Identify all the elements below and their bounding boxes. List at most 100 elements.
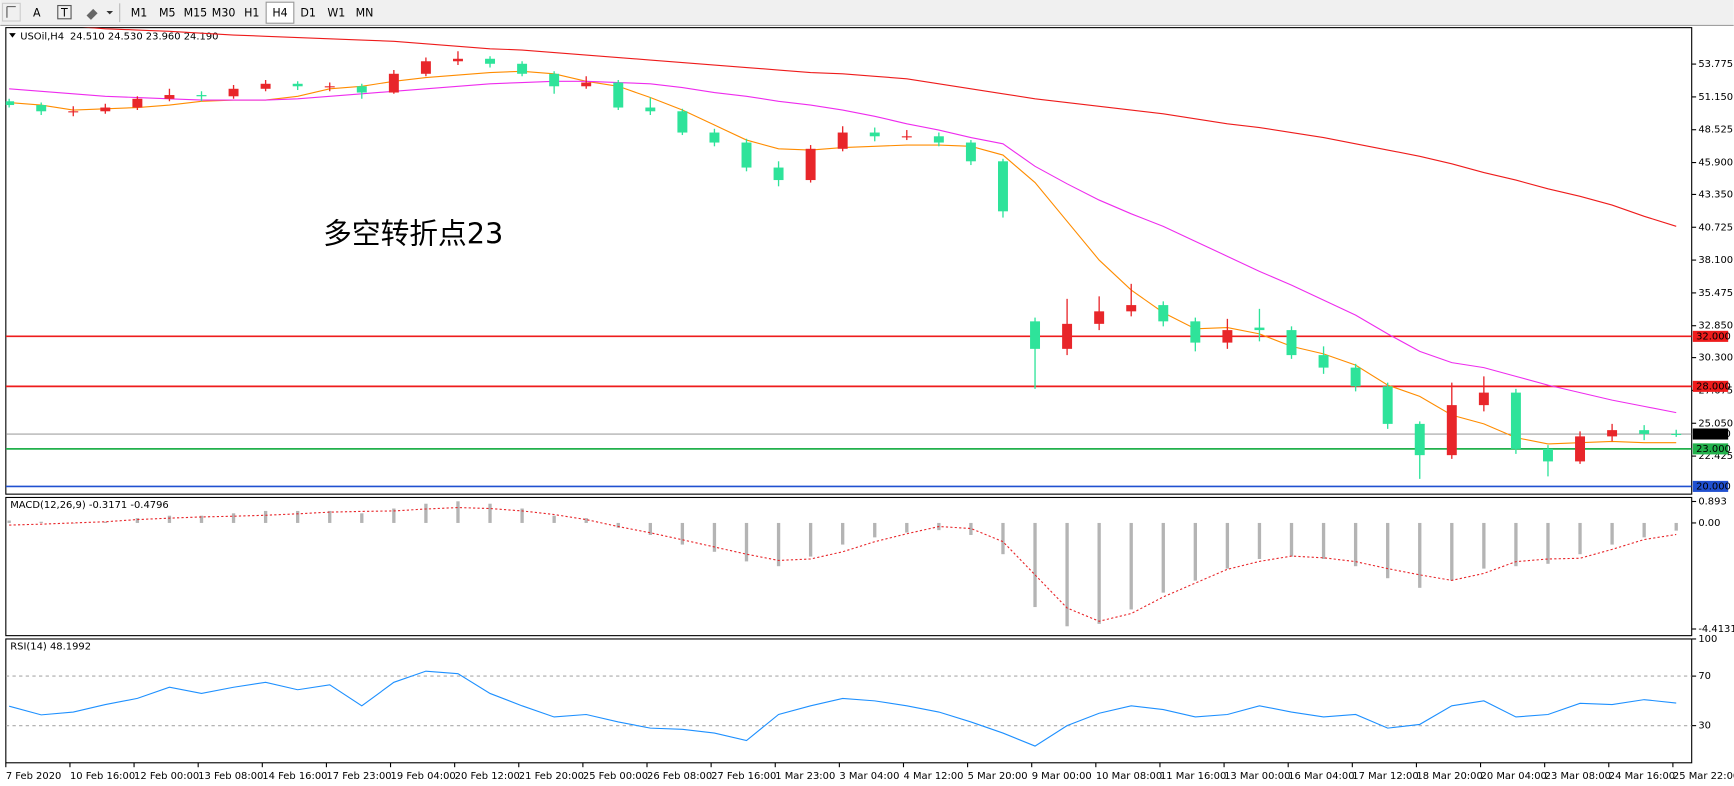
shapes-tool[interactable] <box>86 8 114 20</box>
x-tick-label: 16 Mar 04:00 <box>1288 771 1354 782</box>
candle-body <box>36 105 47 112</box>
macd-bar <box>616 522 620 528</box>
candle-body <box>260 83 271 89</box>
x-tick-label: 20 Feb 12:00 <box>455 771 520 782</box>
candle-body <box>1254 327 1265 331</box>
timeframe-button[interactable]: M15 <box>184 6 208 19</box>
candle-body <box>1414 423 1425 456</box>
candle-body <box>292 83 303 87</box>
rsi-title: RSI(14) 48.1992 <box>10 642 91 653</box>
macd-bar <box>841 522 845 545</box>
candle-body <box>645 107 656 112</box>
candle-body <box>1318 355 1329 368</box>
candle-body <box>549 73 560 87</box>
candle-body <box>998 161 1008 212</box>
toolbar-bg <box>0 0 1734 26</box>
macd-panel <box>5 496 1693 637</box>
macd-bar <box>1450 522 1454 581</box>
macd-bar <box>296 510 300 523</box>
macd-bar <box>1418 522 1422 588</box>
timeframe-button[interactable]: W1 <box>327 6 345 19</box>
y-tick-label: 51.150 <box>1698 92 1733 103</box>
candle-body <box>613 82 624 108</box>
candle-body <box>677 111 688 133</box>
timeframe-button[interactable]: H1 <box>244 6 259 19</box>
rsi-line <box>8 670 1677 747</box>
y-tick-label: 35.475 <box>1698 288 1733 299</box>
candle-body <box>196 95 207 97</box>
candle-body <box>869 132 880 137</box>
candle-body <box>1671 433 1682 435</box>
macd-bar <box>1353 522 1358 567</box>
timeframe-button[interactable]: MN <box>356 6 374 19</box>
macd-bar <box>776 522 781 567</box>
x-tick-label: 9 Mar 00:00 <box>1032 771 1092 782</box>
macd-bar <box>135 518 140 523</box>
moving-average <box>9 80 1677 414</box>
macd-bar <box>167 515 172 523</box>
y-tick-label: 40.725 <box>1698 222 1733 233</box>
label-tool[interactable]: T <box>60 6 68 19</box>
candle-body <box>933 136 944 143</box>
candle-body <box>1286 330 1297 356</box>
macd-bar <box>1225 522 1230 569</box>
macd-bar <box>1674 522 1678 531</box>
candle-body <box>805 148 816 181</box>
timeframe-button[interactable]: H4 <box>272 6 287 19</box>
macd-bar <box>39 521 43 523</box>
x-tick-label: 13 Feb 08:00 <box>198 771 263 782</box>
candle-body <box>837 132 848 149</box>
macd-bar <box>744 522 749 562</box>
candle-body <box>1446 405 1457 456</box>
moving-average <box>83 27 1677 227</box>
candle-body <box>324 86 335 88</box>
timeframe-button[interactable]: M5 <box>159 6 176 19</box>
y-tick-label: 0.893 <box>1698 496 1726 507</box>
x-tick-label: 10 Mar 08:00 <box>1096 771 1162 782</box>
candle-body <box>1575 436 1586 462</box>
price-tag <box>1692 428 1729 440</box>
x-tick-label: 13 Mar 00:00 <box>1224 771 1290 782</box>
timeframe-button[interactable]: M1 <box>131 6 148 19</box>
y-tick-label: 45.900 <box>1698 158 1733 169</box>
candle-body <box>1639 430 1650 434</box>
candle-body <box>1222 330 1233 343</box>
candle-body <box>1382 386 1393 424</box>
main-panel <box>5 27 1693 495</box>
quote: 24.510 24.530 23.960 24.190 <box>70 31 219 42</box>
timeframe-button[interactable]: M30 <box>212 6 236 19</box>
macd-bar <box>424 503 428 523</box>
y-tick-label: 70 <box>1698 671 1711 682</box>
candle-body <box>485 58 496 64</box>
y-tick-label: 32.850 <box>1698 321 1733 332</box>
candle-body <box>1478 392 1489 406</box>
macd-bar <box>1065 522 1069 627</box>
macd-bar <box>1129 522 1133 610</box>
macd-bar <box>1257 522 1262 559</box>
x-tick-label: 7 Feb 2020 <box>6 771 62 782</box>
x-tick-label: 5 Mar 20:00 <box>968 771 1028 782</box>
macd-bar <box>7 520 11 523</box>
y-tick-label: 38.100 <box>1698 255 1733 266</box>
candle-body <box>517 63 528 74</box>
macd-bar <box>1642 522 1646 538</box>
price-label: 24.190 <box>1696 429 1731 440</box>
y-tick-label: 100 <box>1698 634 1717 645</box>
macd-bar <box>1161 522 1165 593</box>
y-tick-label: 43.350 <box>1698 189 1733 200</box>
candle-body <box>709 132 720 143</box>
candle-body <box>1062 323 1073 349</box>
x-tick-label: 21 Feb 20:00 <box>519 771 584 782</box>
macd-bar <box>969 522 973 535</box>
header-arrow <box>9 33 16 38</box>
x-tick-label: 17 Feb 23:00 <box>326 771 391 782</box>
x-tick-label: 11 Mar 16:00 <box>1160 771 1226 782</box>
macd-bar <box>392 508 396 523</box>
y-tick-label: 22.425 <box>1698 451 1733 462</box>
cursor-tool[interactable] <box>1 2 21 22</box>
text-tool[interactable]: A <box>33 6 41 19</box>
x-tick-label: 20 Mar 04:00 <box>1481 771 1547 782</box>
timeframe-button[interactable]: D1 <box>300 6 316 19</box>
